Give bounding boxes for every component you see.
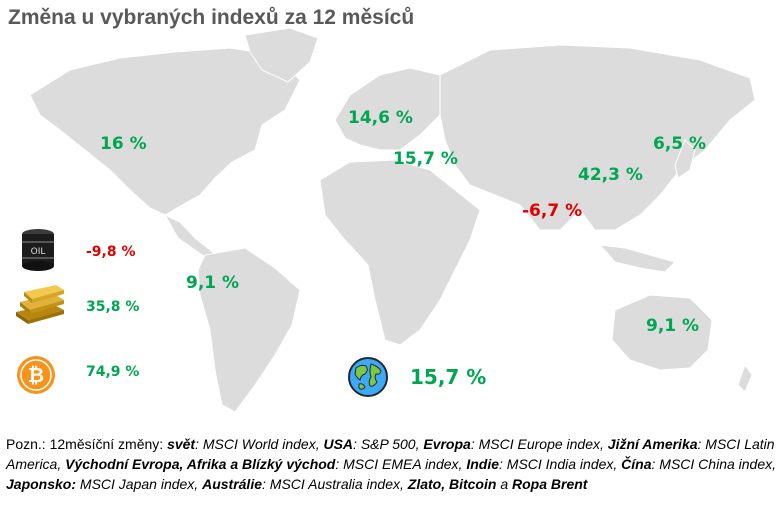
gold-bars-icon <box>16 285 64 324</box>
note-japonsko: Japonsko: <box>6 476 77 492</box>
svg-text:₿: ₿ <box>28 363 44 387</box>
map-africa <box>319 159 481 346</box>
map-north-america <box>29 47 301 216</box>
note-australie-idx: : MSCI Australia index, <box>262 476 408 492</box>
note-svet: svět <box>167 436 196 452</box>
map-se-asia <box>598 244 676 273</box>
map-new-zealand <box>737 363 753 393</box>
value-emea: 15,7 % <box>393 149 458 169</box>
footnote: Pozn.: 12měsíční změny: svět: MSCI World… <box>6 434 776 494</box>
note-ropa: Ropa Brent <box>512 476 588 492</box>
value-bitcoin: 74,9 % <box>86 364 140 380</box>
value-australia: 9,1 % <box>646 316 700 336</box>
note-evropa: Evropa <box>423 436 471 452</box>
note-cina-idx: : MSCI China index, <box>651 456 777 472</box>
oil-barrel-icon: OIL <box>22 229 54 271</box>
note-evropa-idx: : MSCI Europe index, <box>470 436 608 452</box>
value-india: -6,7 % <box>522 201 583 221</box>
value-oil: -9,8 % <box>86 244 136 260</box>
note-jizni-amerika: Jižní Amerika <box>607 436 698 452</box>
oil-label: OIL <box>31 247 46 257</box>
value-europe: 14,6 % <box>348 108 413 128</box>
globe-icon <box>348 357 388 397</box>
map-japan <box>674 139 696 179</box>
bitcoin-icon: ₿ <box>17 356 55 394</box>
map-south-america <box>197 247 301 413</box>
note-vychodni-evropa: Východní Evropa, Afrika a Blízký východ <box>65 456 336 472</box>
note-usa-idx: : S&P 500, <box>353 436 424 452</box>
value-china: 42,3 % <box>578 165 643 185</box>
value-gold: 35,8 % <box>86 299 140 315</box>
note-zlato-bitcoin: Zlato, Bitcoin <box>407 476 497 492</box>
value-usa: 16 % <box>100 134 147 154</box>
note-indie: Indie <box>466 456 499 472</box>
map-australia <box>611 294 713 371</box>
map-greenland <box>244 27 319 83</box>
note-usa: USA <box>323 436 354 452</box>
map-asia <box>439 44 756 231</box>
note-japonsko-idx: MSCI Japan index, <box>76 476 203 492</box>
note-a: a <box>496 476 513 492</box>
page-title: Změna u vybraných indexů za 12 měsíců <box>8 6 415 29</box>
note-indie-idx: : MSCI India index, <box>499 456 622 472</box>
note-jizni-amerika-idx: : MSCI Latin America, <box>6 436 775 472</box>
value-world: 15,7 % <box>410 365 487 389</box>
value-latam: 9,1 % <box>186 273 240 293</box>
note-prefix: Pozn.: 12měsíční změny: <box>6 436 168 452</box>
world-map <box>29 27 756 413</box>
value-japan: 6,5 % <box>653 134 707 154</box>
note-svet-idx: : MSCI World index, <box>195 436 324 452</box>
note-vychodni-evropa-idx: : MSCI EMEA index, <box>335 456 467 472</box>
note-australie: Austrálie <box>202 476 262 492</box>
note-cina: Čína <box>621 456 652 472</box>
